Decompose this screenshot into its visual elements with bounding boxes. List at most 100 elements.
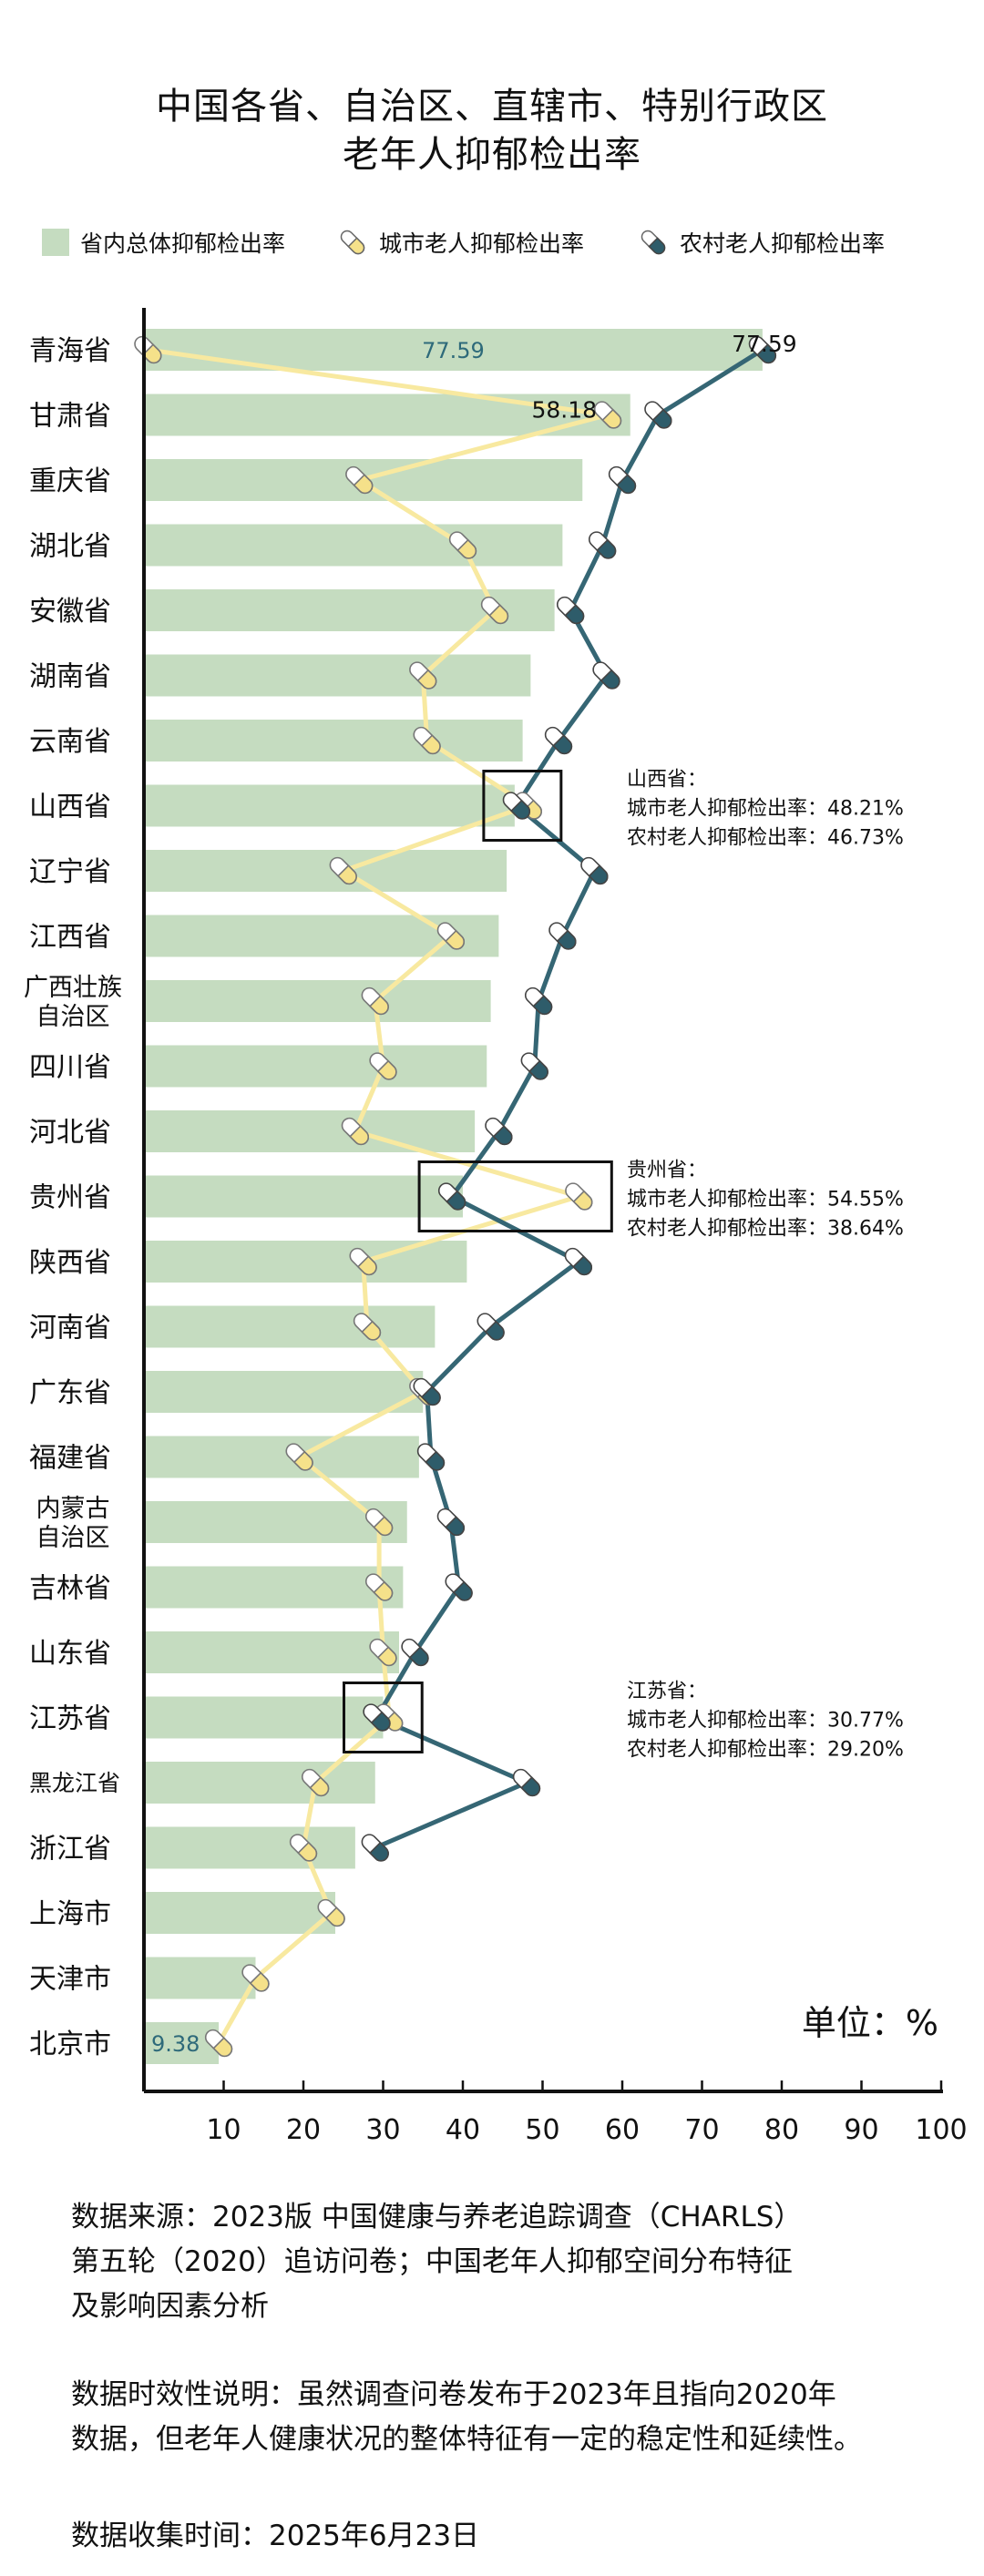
- unit-label: 单位：%: [802, 2003, 938, 2043]
- rural-point-河北省: [485, 1117, 513, 1146]
- rural-point-内蒙古自治区: [436, 1508, 466, 1537]
- highlight-box-贵州省: [417, 1160, 613, 1232]
- category-label-河北省: 河北省: [29, 1117, 111, 1149]
- urban-point-福建省: [285, 1443, 313, 1471]
- urban-point-内蒙古自治区: [364, 1508, 394, 1537]
- rural-point-四川省: [520, 1052, 548, 1080]
- legend-label-rural: 农村老人抑郁检出率: [680, 230, 886, 257]
- urban-point-上海市: [317, 1898, 345, 1927]
- category-label-黑龙江省: 黑龙江省: [29, 1770, 120, 1796]
- bar-上海市: [144, 1892, 335, 1934]
- urban-point-河南省: [353, 1313, 382, 1341]
- bar-山西省: [144, 784, 515, 827]
- category-label-辽宁省: 辽宁省: [29, 856, 111, 888]
- category-label-山西省: 山西省: [29, 791, 111, 823]
- category-label-吉林省: 吉林省: [29, 1572, 111, 1604]
- urban-point-青海省: [134, 335, 162, 364]
- urban-point-湖南省: [409, 661, 437, 690]
- urban-point-重庆省: [345, 465, 374, 495]
- category-label-北京市: 北京市: [29, 2029, 111, 2060]
- bar-辽宁省: [144, 850, 507, 892]
- category-label-上海市: 上海市: [29, 1898, 111, 1930]
- data-label-urban-甘肃省: 58.18: [531, 397, 597, 424]
- legend-label-urban: 城市老人抑郁检出率: [379, 230, 585, 257]
- bar-北京市: [144, 2022, 220, 2064]
- urban-point-黑龙江省: [301, 1768, 330, 1797]
- x-tick-label-50: 50: [525, 2114, 559, 2146]
- rural-point-山西省: [502, 792, 531, 820]
- rural-point-贵州省: [437, 1182, 466, 1211]
- urban-point-湖北省: [448, 531, 477, 559]
- urban-point-安徽省: [480, 596, 509, 625]
- collection-date: 数据收集时间：2025年6月23日: [71, 2520, 480, 2552]
- bar-贵州省: [144, 1175, 463, 1218]
- urban-point-天津市: [241, 1964, 270, 1992]
- bar-福建省: [144, 1436, 419, 1478]
- urban-point-辽宁省: [329, 856, 357, 885]
- highlight-box-山西省: [482, 770, 563, 842]
- urban-point-云南省: [413, 726, 441, 755]
- validity-line-2: 数据，但老年人健康状况的整体特征有一定的稳定性和延续性。: [71, 2423, 862, 2456]
- category-label-河南省: 河南省: [29, 1312, 111, 1344]
- rural-point-吉林省: [445, 1573, 473, 1601]
- category-label-重庆省: 重庆省: [29, 465, 111, 497]
- x-tick-label-10: 10: [206, 2114, 241, 2146]
- category-label-四川省: 四川省: [29, 1051, 111, 1083]
- rural-point-浙江省: [361, 1834, 389, 1862]
- rural-pill-icon: [641, 230, 666, 255]
- urban-point-广西壮族自治区: [361, 986, 389, 1016]
- bar-河南省: [144, 1305, 436, 1348]
- urban-point-山东省: [369, 1638, 397, 1667]
- urban-point-河北省: [341, 1117, 370, 1146]
- bar-广西壮族自治区: [144, 980, 491, 1022]
- data-label-rural-青海省: 77.59: [732, 331, 797, 357]
- source-line-2: 第五轮（2020）追访问卷；中国老年人抑郁空间分布特征: [71, 2245, 793, 2278]
- bar-内蒙古自治区: [144, 1501, 407, 1543]
- x-tick-label-100: 100: [915, 2114, 967, 2146]
- bar-湖北省: [144, 524, 563, 567]
- category-label-湖北省: 湖北省: [29, 530, 111, 562]
- x-tick-label-20: 20: [286, 2114, 321, 2146]
- rural-point-湖北省: [588, 531, 617, 559]
- x-tick-label-30: 30: [365, 2114, 400, 2146]
- urban-point-北京市: [204, 2029, 233, 2058]
- rural-point-江西省: [548, 922, 577, 950]
- urban-point-贵州省: [565, 1182, 593, 1211]
- source-note: 数据来源：2023版 中国健康与养老追踪调查（CHARLS） 第五轮（2020）…: [71, 2195, 946, 2329]
- rural-point-黑龙江省: [512, 1768, 541, 1797]
- rural-line-layer: [374, 347, 764, 1850]
- bar-吉林省: [144, 1566, 404, 1609]
- rural-point-青海省: [748, 335, 777, 364]
- bar-四川省: [144, 1045, 487, 1088]
- category-label-安徽省: 安徽省: [29, 596, 111, 628]
- annotation-山西省: 山西省：城市老人抑郁检出率：48.21%农村老人抑郁检出率：46.73%: [627, 769, 904, 850]
- rural-point-甘肃省: [644, 401, 672, 429]
- rural-point-山东省: [401, 1638, 429, 1667]
- bar-江苏省: [144, 1696, 384, 1739]
- rural-point-云南省: [544, 726, 573, 755]
- urban-point-江西省: [436, 922, 466, 950]
- category-label-山东省: 山东省: [29, 1638, 111, 1670]
- source-line-1: 数据来源：2023版 中国健康与养老追踪调查（CHARLS）: [71, 2201, 803, 2234]
- category-label-贵州省: 贵州省: [29, 1181, 111, 1213]
- category-label-福建省: 福建省: [29, 1442, 111, 1474]
- urban-point-陕西省: [349, 1247, 377, 1276]
- rural-point-广西壮族自治区: [524, 986, 553, 1016]
- x-tick-label-70: 70: [684, 2114, 719, 2146]
- highlight-boxes-layer: [343, 770, 613, 1753]
- rural-point-河南省: [477, 1313, 505, 1341]
- urban-point-四川省: [369, 1052, 397, 1080]
- urban-point-吉林省: [364, 1573, 394, 1601]
- legend: 省内总体抑郁检出率 城市老人抑郁检出率 农村老人抑郁检出率: [36, 224, 957, 261]
- bar-湖南省: [144, 654, 531, 697]
- rural-series-line: [374, 347, 764, 1850]
- bar-天津市: [144, 1957, 256, 1999]
- category-label-江苏省: 江苏省: [29, 1702, 111, 1734]
- bars-layer: [144, 329, 763, 2064]
- rural-point-福建省: [416, 1443, 446, 1471]
- chart-title-line-2: 老年人抑郁检出率: [343, 134, 641, 176]
- x-tick-label-60: 60: [605, 2114, 640, 2146]
- category-label-天津市: 天津市: [29, 1963, 111, 1995]
- highlight-box-江苏省: [343, 1682, 424, 1753]
- category-label-内蒙古自治区: 内蒙古自治区: [36, 1495, 110, 1552]
